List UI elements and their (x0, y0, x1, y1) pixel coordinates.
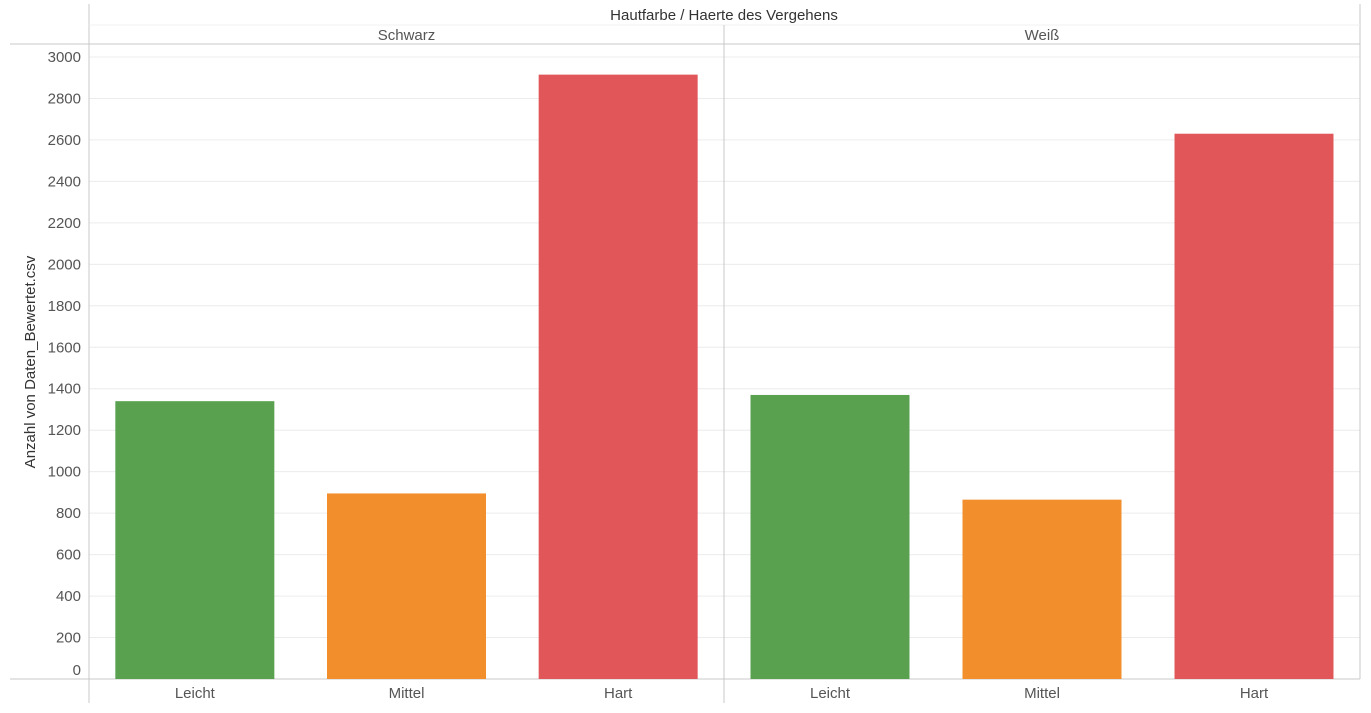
y-axis-label: Anzahl von Daten_Bewertet.csv (22, 255, 39, 468)
y-tick-label: 600 (56, 547, 81, 564)
y-tick-label: 2000 (48, 256, 81, 273)
y-axis-ticks: 0 200 400 600 800 1000 1200 1400 1600 1800 2000 220… (48, 49, 81, 679)
panel-header: Weiß (1025, 27, 1060, 44)
y-tick-label: 1400 (48, 381, 81, 398)
panel-headers: Schwarz Weiß (378, 27, 1060, 44)
bar-mittel-weiss (962, 499, 1122, 679)
y-tick-label: 3000 (48, 49, 81, 66)
panel-header: Schwarz (378, 27, 436, 44)
x-tick-label: Mittel (1024, 685, 1060, 702)
y-tick-label: 2600 (48, 132, 81, 149)
bar-leicht-schwarz (115, 401, 275, 679)
y-tick-label: 2400 (48, 173, 81, 190)
bar-mittel-schwarz (327, 493, 486, 679)
x-tick-label: Leicht (810, 685, 851, 702)
y-tick-label: 400 (56, 588, 81, 605)
y-tick-label: 2200 (48, 215, 81, 232)
bars (115, 74, 1334, 680)
y-tick-label: 200 (56, 630, 81, 647)
y-tick-label: 1600 (48, 339, 81, 356)
bar-hart-weiss (1174, 133, 1334, 680)
x-tick-label: Leicht (175, 685, 216, 702)
y-tick-label: 2800 (48, 90, 81, 107)
y-tick-label: 1200 (48, 422, 81, 439)
y-tick-label: 1800 (48, 298, 81, 315)
bar-leicht-weiss (750, 394, 910, 679)
chart-title: Hautfarbe / Haerte des Vergehens (610, 7, 838, 24)
x-tick-label: Hart (1240, 685, 1269, 702)
y-tick-label: 1000 (48, 464, 81, 481)
x-axis-ticks: Leicht Mittel Hart Leicht Mittel Hart (175, 685, 1269, 702)
y-tick-label: 0 (73, 662, 81, 679)
x-tick-label: Hart (604, 685, 633, 702)
bar-hart-schwarz (538, 74, 698, 679)
y-tick-label: 800 (56, 505, 81, 522)
x-tick-label: Mittel (389, 685, 425, 702)
